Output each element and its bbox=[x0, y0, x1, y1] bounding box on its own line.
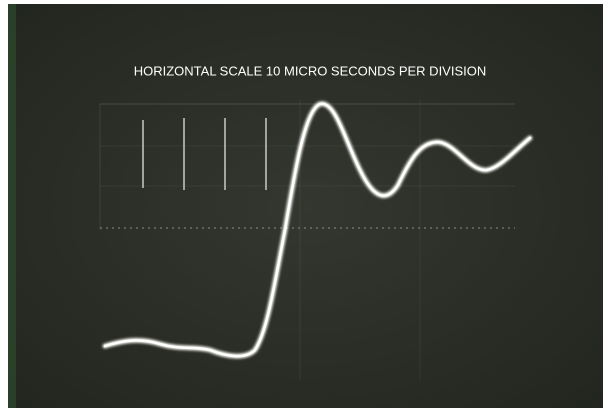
page: HORIZONTAL SCALE 10 MICRO SECONDS PER DI… bbox=[0, 0, 603, 408]
screen-edge bbox=[8, 4, 16, 408]
oscilloscope-photo: HORIZONTAL SCALE 10 MICRO SECONDS PER DI… bbox=[0, 0, 603, 408]
caption: HORIZONTAL SCALE 10 MICRO SECONDS PER DI… bbox=[134, 63, 487, 78]
